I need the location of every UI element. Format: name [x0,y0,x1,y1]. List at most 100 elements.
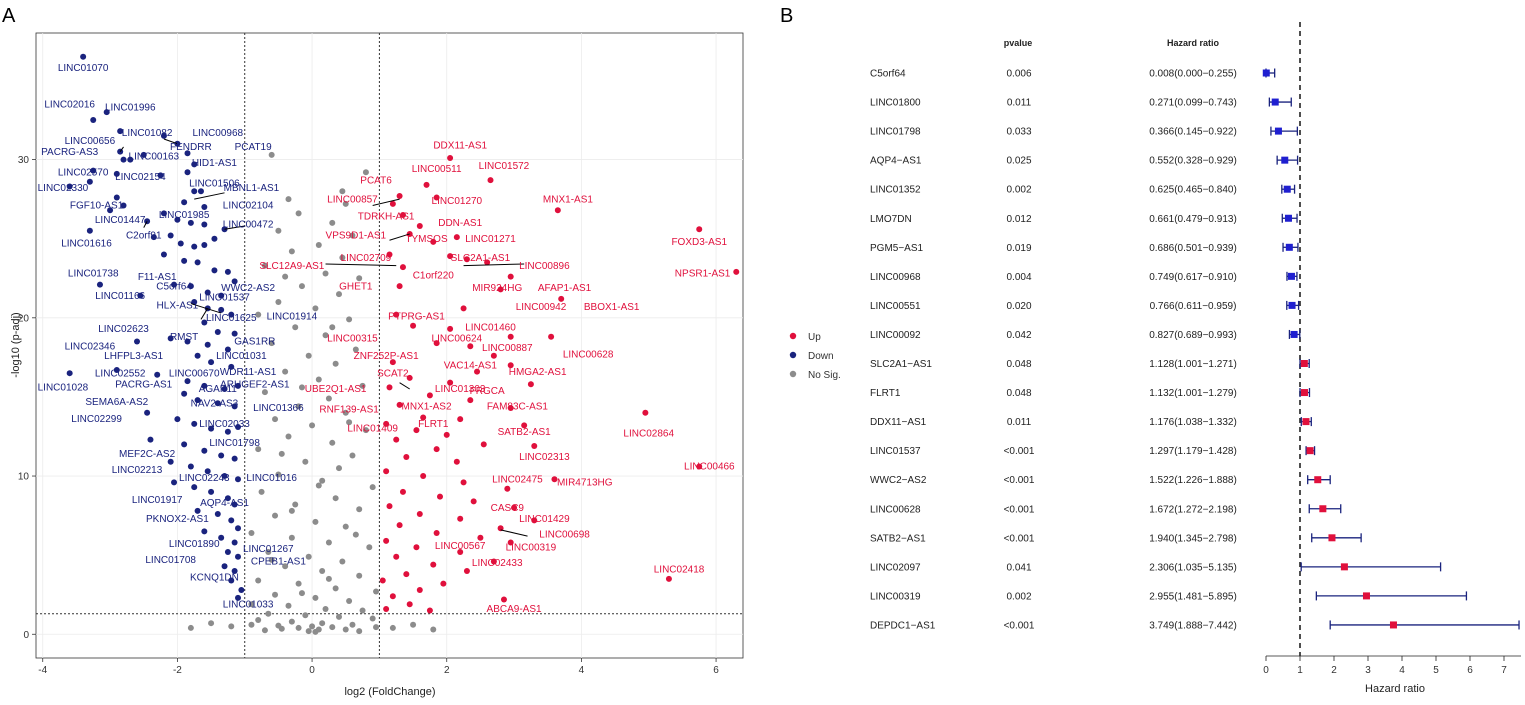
volcano-legend: Up Down No Sig. [789,332,841,381]
forest-hr-marker [1288,301,1296,309]
point-nosig [275,298,282,305]
point-up [558,295,565,302]
gene-label-up: MIR4713HG [557,478,613,489]
forest-row-pvalue: 0.011 [1007,98,1032,109]
point-down [147,436,154,443]
gene-label-up: TDRKH-AS1 [358,212,415,223]
point-up [383,605,390,612]
label-leader-line [372,198,400,206]
point-nosig [332,360,339,367]
point-nosig [322,332,329,339]
gene-label-up: HMGA2-AS1 [509,367,567,378]
forest-row-name: PGM5−AS1 [870,243,924,254]
point-up [484,259,491,266]
point-nosig [305,553,312,560]
forest-row-hr-text: 1.940(1.345−2.798) [1149,533,1237,544]
point-down [201,528,208,535]
point-up [389,200,396,207]
gene-label-up: UBE2Q1-AS1 [305,384,367,395]
point-nosig [255,577,262,584]
point-up [480,441,487,448]
point-down [194,352,201,359]
point-nosig [288,248,295,255]
point-down [177,240,184,247]
forest-hr-marker [1284,214,1292,222]
point-nosig [288,507,295,514]
point-up [467,397,474,404]
point-up [490,352,497,359]
point-up [416,586,423,593]
forest-row-hr-text: 1.176(1.038−1.332) [1149,417,1237,428]
point-nosig [268,340,275,347]
point-up [507,362,514,369]
point-nosig [272,591,279,598]
point-up [426,392,433,399]
forest-row-hr-text: 1.672(1.272−2.198) [1149,504,1237,515]
point-down [191,484,198,491]
point-down [90,117,97,124]
point-nosig [288,618,295,625]
point-nosig [288,534,295,541]
point-down [113,367,120,374]
point-down [184,378,191,385]
forest-hr-header: Hazard ratio [1167,38,1220,48]
point-down [181,441,188,448]
point-nosig [352,531,359,538]
gene-label-down: SEMA6A-AS2 [85,397,148,408]
gene-label-down: LINC00670 [169,368,220,379]
point-up [433,194,440,201]
forest-hr-marker [1281,156,1289,164]
panel-b-letter: B [780,5,793,27]
point-down [228,517,235,524]
point-nosig [369,484,376,491]
point-down [103,109,110,116]
point-down [194,397,201,404]
gene-label-down: LINC01798 [209,438,260,449]
point-down [201,382,208,389]
forest-row-name: FLRT1 [870,388,901,399]
point-down [184,169,191,176]
forest-row-hr-text: 1.132(1.001−1.279) [1149,388,1237,399]
gene-label-down: PKNOX2-AS1 [146,514,209,525]
point-up [383,537,390,544]
point-down [181,257,188,264]
point-up [460,479,467,486]
point-down [167,232,174,239]
point-down [201,242,208,249]
point-down [211,235,218,242]
gene-label-down: LINC01996 [105,103,156,114]
forest-hr-marker [1314,476,1322,484]
gene-label-down: HLX-AS1 [157,300,199,311]
point-down [86,227,93,234]
gene-label-up: MNX1-AS2 [402,402,452,413]
point-up [399,488,406,495]
gene-label-up: LINC00698 [539,530,590,541]
forest-row-hr-text: 0.661(0.479−0.913) [1149,214,1237,225]
gene-label-down: LINC01033 [223,599,274,610]
point-down [208,425,215,432]
gene-label-up: LINC01460 [465,322,516,333]
gene-label-down: LINC02552 [95,368,146,379]
forest-row-pvalue: 0.006 [1006,69,1031,80]
gene-label-up: PTPRG-AS1 [388,311,445,322]
point-down [144,409,151,416]
volcano-threshold-lines [36,33,743,658]
gene-label-down: FENDRR [170,142,212,153]
forest-row-pvalue: <0.001 [1004,533,1035,544]
gene-label-up: LINC02433 [472,558,523,569]
point-nosig [272,512,279,519]
point-nosig [298,384,305,391]
point-down [211,267,218,274]
gene-label-down: AGAP11 [199,384,238,395]
point-nosig [349,621,356,628]
volcano-gene-labels: LINC01070 LINC02016 LINC01996 LINC01082 LINC… [38,63,735,615]
point-up [733,268,740,275]
point-nosig [342,626,349,633]
gene-label-up: LINC00315 [327,334,378,345]
forest-row-pvalue: <0.001 [1004,446,1035,457]
point-nosig [349,452,356,459]
point-down [228,363,235,370]
point-up [430,561,437,568]
volcano-plot: LINC01070 LINC02016 LINC01996 LINC01082 LINC… [10,32,744,698]
point-down [208,359,215,366]
